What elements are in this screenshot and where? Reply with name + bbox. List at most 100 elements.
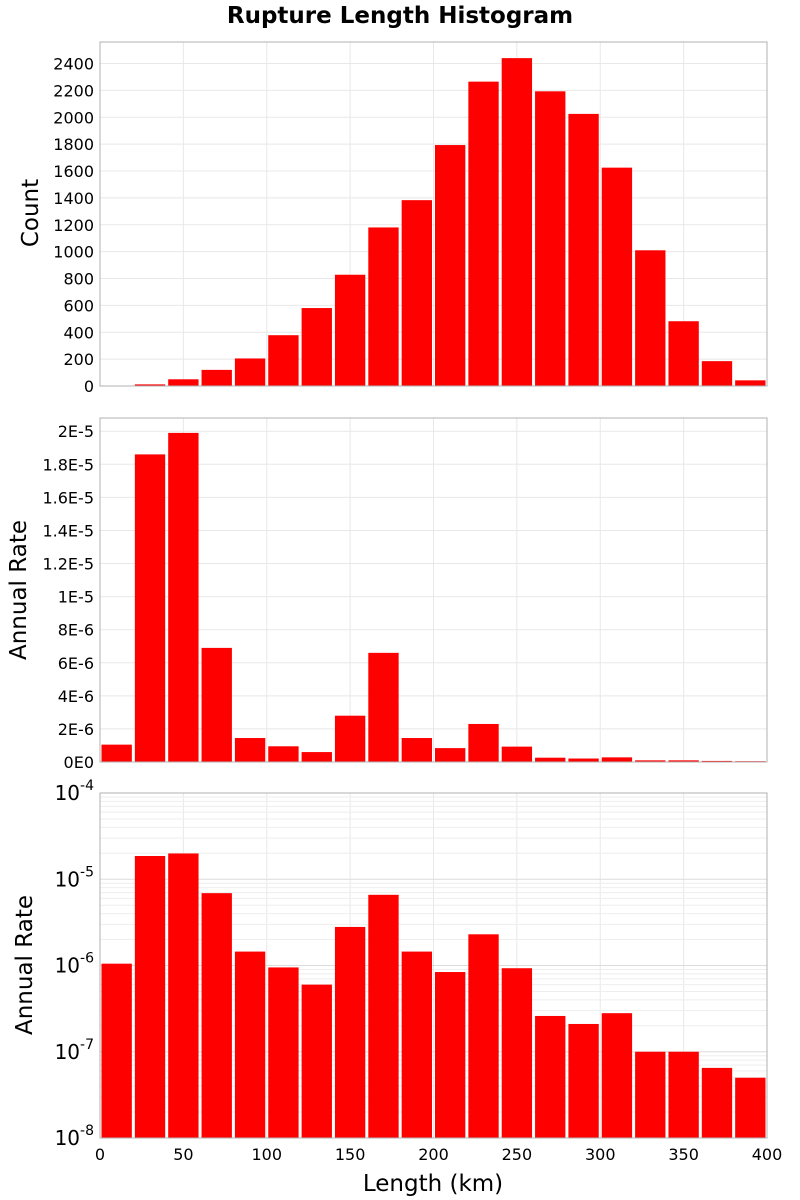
y-tick-base: 10 xyxy=(55,954,80,978)
bar xyxy=(668,321,699,386)
x-tick-label: 300 xyxy=(585,1145,616,1164)
y-tick-label: 10-6 xyxy=(55,951,95,978)
bar xyxy=(635,250,666,386)
x-tick-label: 0 xyxy=(95,1145,105,1164)
bar xyxy=(268,335,299,386)
bar xyxy=(568,758,599,762)
chart-title: Rupture Length Histogram xyxy=(227,3,573,29)
bars xyxy=(101,432,766,762)
bar xyxy=(468,723,499,762)
bar xyxy=(501,968,533,1138)
bar xyxy=(535,1015,566,1138)
count-panel: Count 0 200 400 600 800 1000 1200 1400 1600 1800 2… xyxy=(18,41,768,396)
bar xyxy=(134,454,166,762)
y-tick-label: 1200 xyxy=(53,216,94,235)
y-tick-exponent: -5 xyxy=(80,864,94,880)
bar xyxy=(101,963,132,1138)
bar xyxy=(601,1013,633,1138)
bar xyxy=(735,380,766,386)
plot-frame xyxy=(99,417,768,763)
bar xyxy=(568,1023,599,1138)
bar xyxy=(368,652,399,762)
bar xyxy=(301,984,332,1138)
bar xyxy=(635,1051,666,1138)
x-axis-label: Length (km) xyxy=(363,1171,503,1197)
bar xyxy=(201,369,232,386)
y-tick-label: 600 xyxy=(63,296,94,315)
bar xyxy=(234,951,266,1138)
bar xyxy=(701,1067,733,1138)
bar xyxy=(301,308,332,386)
plot-frame xyxy=(99,41,768,387)
bar xyxy=(301,752,332,762)
y-tick-base: 10 xyxy=(55,781,80,805)
y-tick-exponent: -8 xyxy=(80,1123,94,1139)
plot-frame xyxy=(99,792,768,1139)
bar xyxy=(601,757,633,762)
bar xyxy=(201,893,232,1138)
bar xyxy=(435,748,466,762)
y-tick-label: 0E0 xyxy=(64,753,94,772)
x-tick-label: 50 xyxy=(173,1145,193,1164)
y-tick-label: 0 xyxy=(84,377,94,396)
bar xyxy=(201,647,232,762)
y-tick-label: 1600 xyxy=(53,162,94,181)
bar xyxy=(668,760,699,762)
x-tick-label: 200 xyxy=(418,1145,449,1164)
y-tick-labels: 0E0 2E-6 4E-6 6E-6 8E-6 1E-5 1.2E-5 1.4E-5 1.6E-… xyxy=(42,422,94,772)
bar xyxy=(268,967,299,1138)
x-tick-label: 250 xyxy=(502,1145,533,1164)
x-tick-labels: 0 50 100 150 200 250 300 350 400 xyxy=(95,1145,782,1164)
y-tick-label: 10-7 xyxy=(55,1037,94,1064)
bar xyxy=(635,760,666,762)
y-axis-label-annual-rate-linear: Annual Rate xyxy=(6,520,32,660)
bar xyxy=(535,91,566,387)
y-tick-label: 2000 xyxy=(53,108,94,127)
x-tick-label: 150 xyxy=(335,1145,366,1164)
bar xyxy=(101,744,132,762)
bar xyxy=(234,738,266,762)
y-tick-label: 1E-5 xyxy=(58,588,94,607)
y-tick-label: 2400 xyxy=(53,55,94,74)
y-tick-exponent: -4 xyxy=(80,778,94,794)
bar xyxy=(435,145,466,386)
bar xyxy=(401,738,432,762)
bar xyxy=(568,113,599,386)
bar xyxy=(334,926,366,1138)
x-tick-label: 400 xyxy=(752,1145,783,1164)
y-tick-exponent: -7 xyxy=(80,1037,94,1053)
bar xyxy=(234,358,266,386)
y-tick-label: 200 xyxy=(63,350,94,369)
y-tick-label: 800 xyxy=(63,270,94,289)
y-tick-label: 1800 xyxy=(53,135,94,154)
annual-rate-linear-panel: Annual Rate 0E0 2E-6 4E-6 6E-6 8E-6 1E-5 1.2E-… xyxy=(6,417,768,772)
y-tick-label: 1.2E-5 xyxy=(42,555,94,574)
y-tick-label: 10-8 xyxy=(55,1123,94,1150)
bar xyxy=(168,432,199,762)
bar xyxy=(334,715,366,762)
x-tick-label: 100 xyxy=(251,1145,282,1164)
bar xyxy=(368,227,399,386)
bar xyxy=(535,757,566,762)
bar xyxy=(701,361,733,386)
annual-rate-log-panel: Annual Rate 10-810-710-610-510-40 50 100 15… xyxy=(12,778,782,1164)
y-tick-label: 6E-6 xyxy=(58,654,94,673)
bar xyxy=(468,934,499,1138)
y-tick-label: 1.8E-5 xyxy=(42,455,94,474)
bars xyxy=(101,58,766,387)
y-tick-base: 10 xyxy=(55,1126,80,1150)
bar xyxy=(168,853,199,1138)
y-tick-exponent: -6 xyxy=(80,951,94,967)
bar xyxy=(501,746,533,762)
y-tick-base: 10 xyxy=(55,867,80,891)
bar xyxy=(468,81,499,386)
y-tick-label: 1400 xyxy=(53,189,94,208)
y-tick-label: 1.6E-5 xyxy=(42,488,94,507)
bars xyxy=(101,853,766,1138)
bar xyxy=(401,951,432,1138)
y-tick-label: 2E-6 xyxy=(58,720,94,739)
y-tick-label: 8E-6 xyxy=(58,621,94,640)
bar xyxy=(401,200,432,386)
y-tick-label: 10-4 xyxy=(55,778,95,805)
y-tick-label: 1000 xyxy=(53,243,94,262)
